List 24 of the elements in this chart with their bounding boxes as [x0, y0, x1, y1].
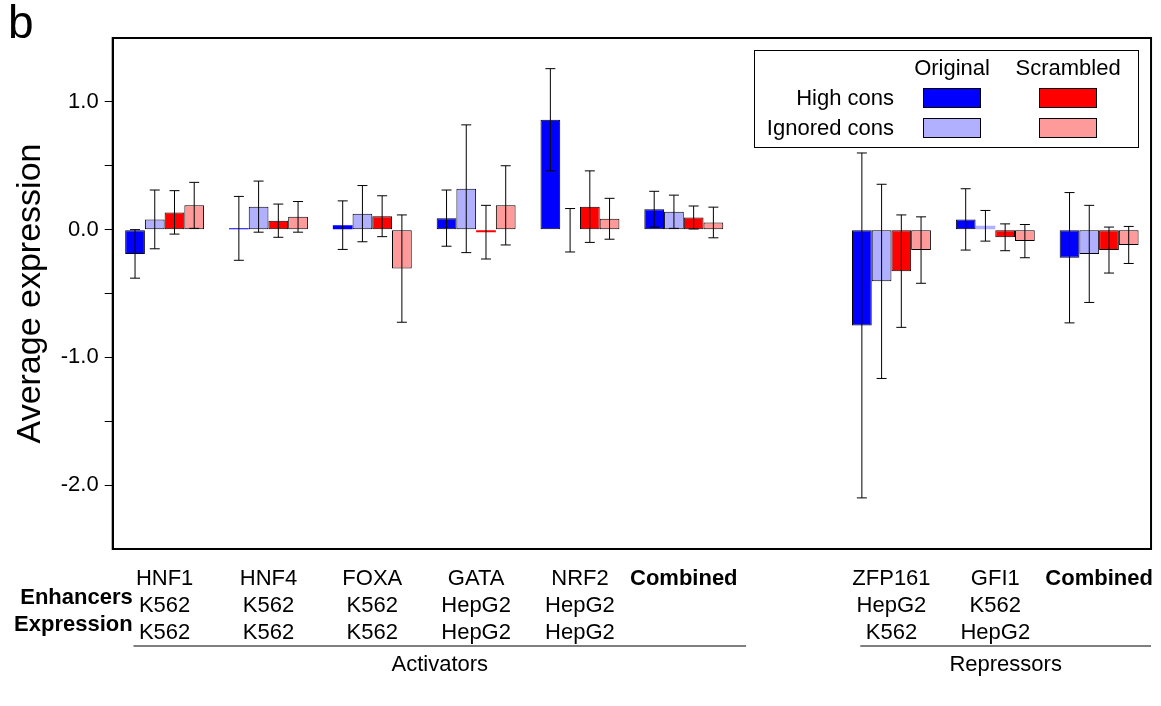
text: Expression — [14, 610, 133, 636]
x-tick-label: GFI1 K562 HepG2 — [960, 564, 1031, 644]
text: Enhancers — [20, 583, 133, 609]
chart-title: b — [8, 0, 34, 48]
y-tick-label: 1.0 — [68, 87, 99, 113]
y-tick-label: -2.0 — [60, 471, 99, 497]
x-tick-label: NRF2 HepG2 HepG2 — [545, 564, 615, 644]
annotation: Scrambled — [1014, 55, 1122, 81]
x-tick-label: HNF1 K562 K562 — [135, 564, 194, 644]
legend-label: High cons — [795, 85, 895, 111]
bar — [332, 225, 353, 230]
x-tick-label: ZFP161 HepG2 K562 — [852, 564, 931, 644]
x-tick-label: GATA HepG2 HepG2 — [441, 564, 511, 644]
text: Activators — [391, 651, 489, 677]
x-tick-label: Combined — [630, 564, 738, 590]
y-tick-label: 0.0 — [68, 215, 99, 241]
x-tick-label: FOXA K562 K562 — [342, 564, 403, 644]
text: Repressors — [949, 651, 1062, 677]
annotation: Original — [913, 55, 991, 81]
legend-label: Ignored cons — [766, 115, 895, 141]
x-tick-label: Combined — [1045, 564, 1153, 590]
y-axis-title: Average expression — [8, 143, 47, 444]
x-tick-label: HNF4 K562 K562 — [239, 564, 298, 644]
y-tick-label: -1.0 — [60, 343, 99, 369]
